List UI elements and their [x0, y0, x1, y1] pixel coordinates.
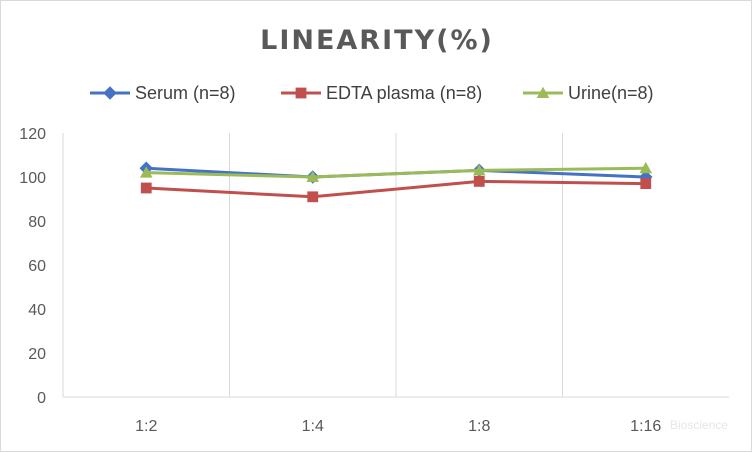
x-tick-label: 1:16 — [630, 418, 661, 435]
y-tick-label: 80 — [28, 214, 46, 231]
y-tick-label: 0 — [37, 390, 46, 407]
x-tick-label: 1:2 — [135, 418, 157, 435]
chart-axes: 0 20 40 60 80 100 120 1:2 1:4 1:8 1:16 — [19, 126, 729, 435]
legend-item: EDTA plasma (n=8) — [281, 83, 482, 103]
y-tick-label: 40 — [28, 302, 46, 319]
series-layer — [139, 161, 653, 203]
x-tick-label: 1:4 — [302, 418, 324, 435]
legend-item: Urine(n=8) — [523, 83, 654, 103]
data-point — [640, 178, 652, 189]
y-tick-label: 60 — [28, 258, 46, 275]
data-point — [473, 176, 485, 187]
data-point — [139, 166, 153, 178]
legend: Serum (n=8) EDTA plasma (n=8) Urine(n=8) — [90, 83, 654, 103]
legend-item: Serum (n=8) — [90, 83, 236, 103]
series-group — [139, 161, 653, 183]
legend-marker — [295, 87, 307, 99]
data-point — [639, 161, 653, 174]
data-point — [472, 164, 486, 176]
legend-marker — [103, 86, 117, 100]
legend-label: Serum (n=8) — [135, 83, 236, 103]
data-point — [140, 182, 152, 194]
series-group — [140, 176, 652, 203]
chart-grid — [229, 133, 563, 397]
legend-label: EDTA plasma (n=8) — [326, 83, 482, 103]
chart-title: LINEARITY(%) — [260, 25, 494, 56]
x-tick-label: 1:8 — [468, 418, 490, 435]
y-tick-label: 20 — [28, 346, 46, 363]
watermark-text: Bioscience — [670, 418, 728, 432]
legend-label: Urine(n=8) — [568, 83, 654, 103]
y-tick-label: 100 — [19, 170, 46, 187]
y-tick-label: 120 — [19, 126, 46, 143]
data-point — [307, 191, 319, 203]
legend-marker — [536, 86, 550, 99]
data-point — [306, 170, 320, 183]
series-line — [146, 166, 646, 179]
series-line — [146, 179, 646, 199]
